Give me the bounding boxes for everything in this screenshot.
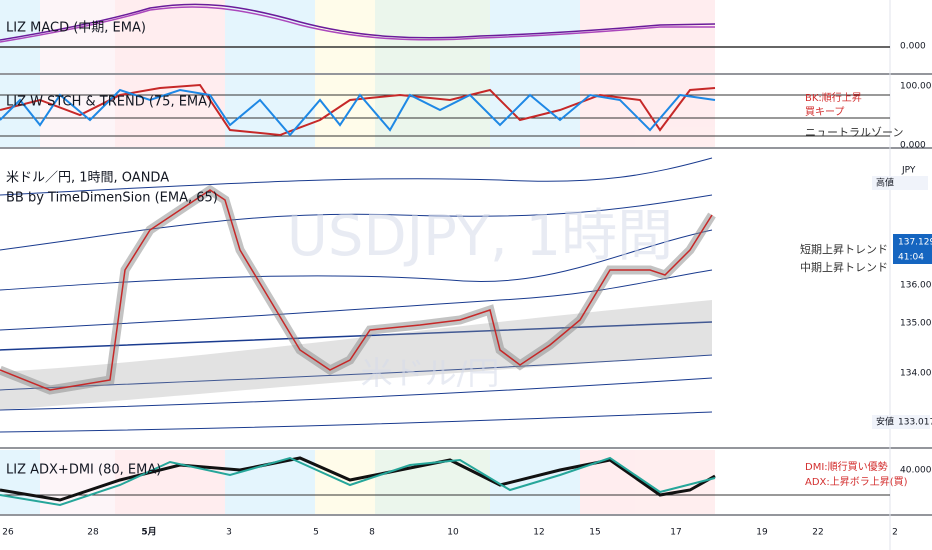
- time-label: 5: [313, 528, 319, 538]
- background-bands: [0, 0, 715, 514]
- axis-label: 安値: [876, 416, 894, 428]
- annotation: ADX:上昇ボラ上昇(買): [805, 476, 908, 488]
- axis-label: 40.000: [900, 466, 932, 476]
- time-label: 19: [756, 528, 768, 538]
- time-label: 10: [447, 528, 459, 538]
- time-label: 17: [670, 528, 681, 538]
- annotation: 短期上昇トレンド: [800, 242, 888, 256]
- axis-label: 134.000: [900, 369, 932, 379]
- annotation: ニュートラルゾーン: [805, 126, 903, 139]
- axis-label: 135.000: [900, 319, 932, 329]
- axis-label: 0.000: [900, 141, 926, 151]
- panel-title: 米ドル／円, 1時間, OANDA: [6, 171, 169, 186]
- annotations: BK:順行上昇 買キープ ニュートラルゾーン 短期上昇トレンド 中期上昇トレンド…: [800, 91, 908, 488]
- annotation: 中期上昇トレンド: [800, 261, 888, 274]
- watermark-name: 米ドル/円: [361, 354, 500, 392]
- time-label: 22: [812, 528, 823, 538]
- time-axis: 26 28 5月 3 5 8 10 12 15 17 19 22 2: [2, 527, 898, 538]
- macd-lines: [0, 3, 890, 48]
- axis-label: 136.000: [900, 281, 932, 291]
- time-label: 15: [589, 528, 600, 538]
- time-label: 12: [533, 528, 544, 538]
- time-label: 28: [87, 528, 99, 538]
- time-label: 5月: [141, 527, 156, 538]
- price-label: 137.129: [898, 238, 932, 248]
- watermark: USDJPY, 1時間 米ドル/円: [287, 204, 673, 392]
- stoch-lines: [0, 83, 890, 137]
- annotation: 買キープ: [805, 106, 844, 118]
- panel-title: LIZ W STCH & TREND (75, EMA): [6, 95, 212, 110]
- watermark-symbol: USDJPY, 1時間: [287, 204, 673, 269]
- time-label: 3: [226, 528, 232, 538]
- annotation: DMI:順行買い優勢: [805, 460, 888, 473]
- adx-lines: [0, 456, 890, 507]
- time-label: 8: [369, 528, 375, 538]
- axis-label: 133.017: [898, 418, 932, 428]
- panel-titles: LIZ MACD (中期, EMA) LIZ W STCH & TREND (7…: [6, 21, 218, 478]
- panel-title: BB by TimeDimenSion (EMA, 65): [6, 191, 218, 206]
- price-line: [0, 184, 716, 395]
- time-label: 2: [892, 528, 898, 538]
- axis-label: JPY: [901, 166, 916, 176]
- countdown-label: 41:04: [898, 253, 924, 263]
- panel-title: LIZ MACD (中期, EMA): [6, 21, 146, 36]
- annotation: BK:順行上昇: [805, 91, 862, 104]
- right-axis: 0.000 100.000 0.000 JPY 高値 137.129 41:04…: [872, 42, 932, 476]
- axis-label: 100.000: [900, 82, 932, 92]
- panel-title: LIZ ADX+DMI (80, EMA): [6, 463, 161, 478]
- axis-label: 0.000: [900, 42, 926, 52]
- axis-label: 高値: [876, 177, 894, 189]
- time-label: 26: [2, 528, 14, 538]
